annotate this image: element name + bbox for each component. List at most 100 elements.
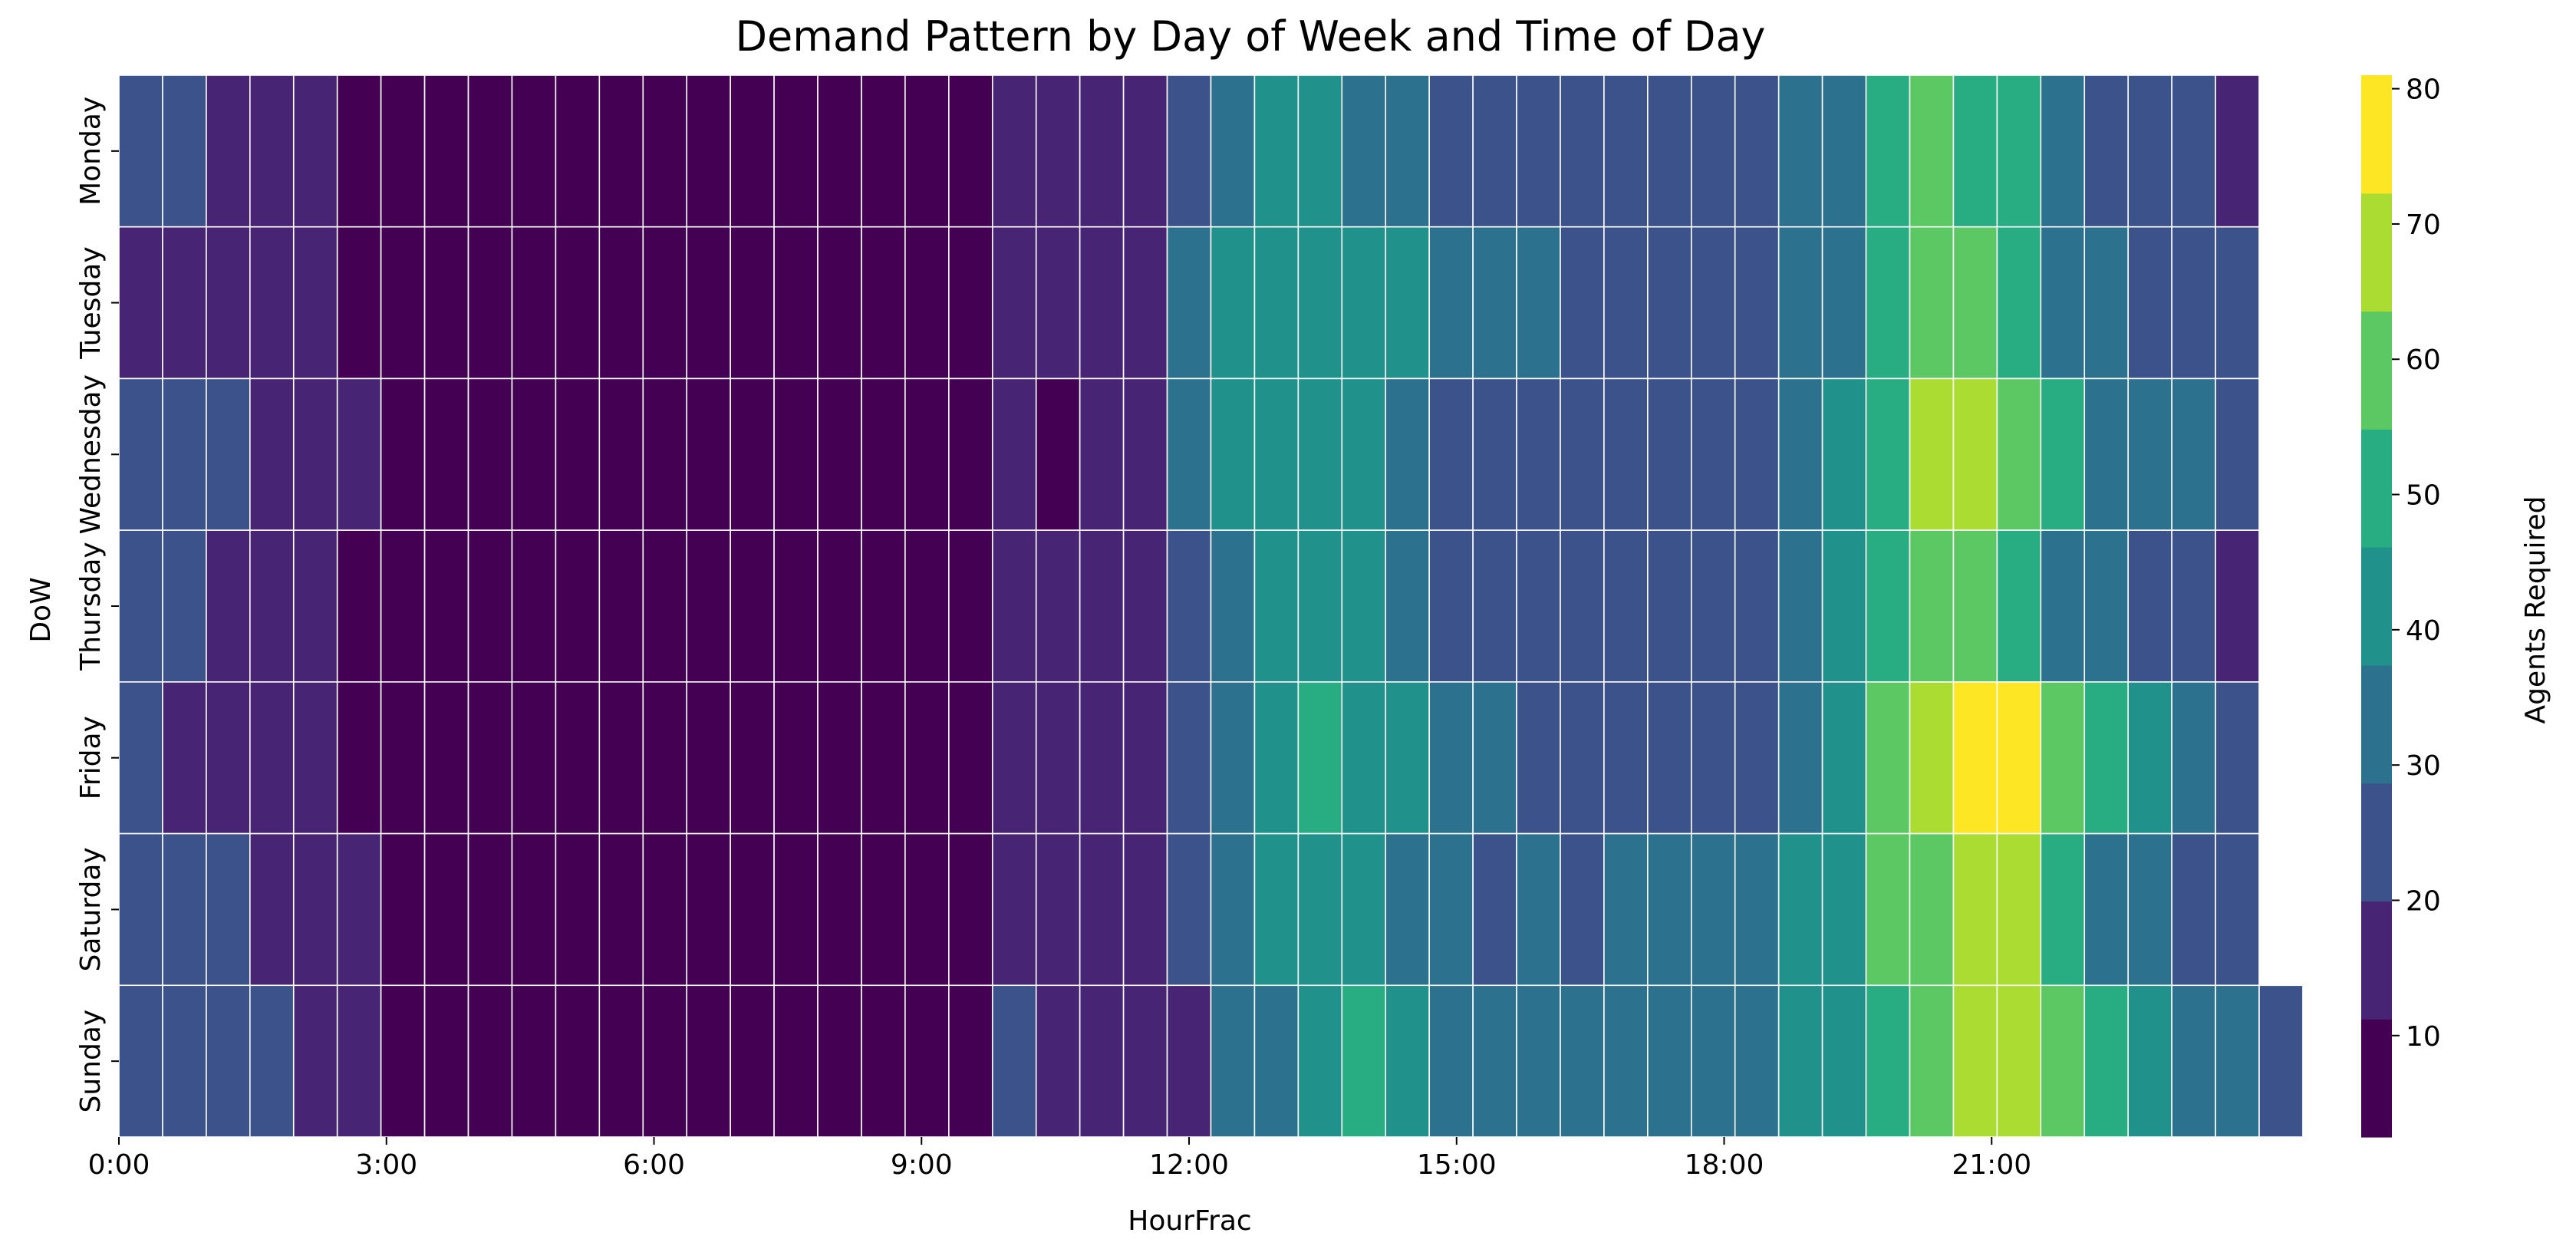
heatmap-cell (861, 74, 906, 228)
colorbar-segment (2361, 311, 2392, 430)
heatmap-cell (1952, 226, 1998, 380)
heatmap-cell (1122, 529, 1168, 683)
heatmap-cell (2215, 377, 2260, 531)
heatmap-cell (642, 74, 688, 228)
heatmap-cell (206, 529, 251, 683)
y-tick-label: Tuesday (75, 246, 107, 359)
y-tick-labels: Monday Tuesday Wednesday Thursday Friday Satu… (75, 97, 119, 1112)
heatmap-cell (1734, 529, 1780, 683)
heatmap-cell (817, 74, 862, 228)
x-tick-label: 12:00 (1149, 1149, 1229, 1181)
heatmap-cell (1472, 377, 1517, 531)
heatmap-cell (948, 832, 993, 987)
heatmap-cell (991, 832, 1037, 987)
x-tick-label: 9:00 (891, 1149, 953, 1181)
heatmap-cell (1516, 984, 1561, 1138)
x-axis-label: HourFrac (1128, 1205, 1251, 1237)
heatmap-cell (206, 984, 251, 1138)
heatmap-cell (555, 377, 601, 531)
heatmap-cell (1865, 74, 1911, 228)
heatmap-cell (162, 377, 207, 531)
heatmap-cell (1166, 832, 1212, 987)
heatmap-cell (686, 226, 731, 380)
heatmap-cell (730, 74, 775, 228)
x-tick-label: 6:00 (623, 1149, 685, 1181)
heatmap-cell (1603, 74, 1649, 228)
heatmap-cell (773, 832, 819, 987)
heatmap-cell (1516, 832, 1561, 987)
heatmap-cell (555, 681, 601, 835)
heatmap-cell (1297, 984, 1343, 1138)
heatmap-cell (555, 74, 601, 228)
heatmap-cell (1166, 681, 1212, 835)
heatmap-cell (642, 832, 688, 987)
heatmap-cell (861, 226, 906, 380)
heatmap-cell (2040, 681, 2086, 835)
heatmap-cell (1909, 529, 1955, 683)
heatmap-cell (1909, 377, 1955, 531)
heatmap-cell (1560, 681, 1605, 835)
heatmap-cell (292, 226, 338, 380)
heatmap-cell (336, 681, 382, 835)
heatmap-cell (1385, 984, 1430, 1138)
heatmap-cell (1865, 832, 1911, 987)
heatmap-cell (1210, 529, 1256, 683)
heatmap-cell (904, 984, 950, 1138)
heatmap-cell (1734, 681, 1780, 835)
heatmap-cell (1253, 681, 1300, 835)
heatmap-cell (1122, 681, 1168, 835)
heatmap-cell (1734, 984, 1780, 1138)
heatmap-cell (991, 681, 1037, 835)
heatmap-cell (1777, 681, 1823, 835)
heatmap-cell (1428, 681, 1474, 835)
heatmap-cell (1385, 832, 1430, 987)
colorbar-segment (2361, 547, 2392, 666)
heatmap-cell (1079, 984, 1125, 1138)
heatmap-cell (1516, 377, 1561, 531)
heatmap-cell (642, 529, 688, 683)
heatmap-cell (249, 377, 295, 531)
heatmap-cell (861, 984, 906, 1138)
heatmap-cell (948, 377, 993, 531)
heatmap-cell (598, 529, 644, 683)
heatmap-cell (2215, 74, 2260, 228)
heatmap-cell (1647, 74, 1692, 228)
heatmap-cell (817, 226, 862, 380)
heatmap-cell (2215, 681, 2260, 835)
heatmap-cell (511, 226, 557, 380)
colorbar-segment (2361, 901, 2392, 1020)
heatmap-cell (292, 984, 338, 1138)
heatmap-cell (380, 74, 426, 228)
heatmap-cell (2084, 377, 2129, 531)
heatmap-cell (2215, 529, 2260, 683)
heatmap-cell (686, 529, 731, 683)
heatmap-cell (2171, 984, 2216, 1138)
heatmap-cell (1253, 529, 1300, 683)
heatmap-cell (1821, 681, 1867, 835)
heatmap-cell (1996, 984, 2042, 1138)
heatmap-cell (1777, 377, 1823, 531)
heatmap-cell (249, 74, 295, 228)
heatmap-cell (1952, 529, 1998, 683)
heatmap-cell (1777, 226, 1823, 380)
heatmap-cell (467, 377, 513, 531)
x-tick-label: 15:00 (1417, 1149, 1497, 1181)
heatmap-cell (1035, 984, 1081, 1138)
heatmap-cell (249, 226, 295, 380)
heatmap-cell (598, 226, 644, 380)
heatmap-cell (467, 832, 513, 987)
heatmap-cell (730, 832, 775, 987)
heatmap-cell (206, 681, 251, 835)
heatmap-cell (1516, 226, 1561, 380)
heatmap-cell (1996, 681, 2042, 835)
heatmap-cell (1122, 226, 1168, 380)
heatmap-cell (1122, 832, 1168, 987)
heatmap-cell (1122, 984, 1168, 1138)
colorbar-segment (2361, 1019, 2392, 1138)
heatmap-cell (423, 529, 469, 683)
heatmap-cell (1297, 377, 1343, 531)
heatmap-cell (162, 832, 207, 987)
heatmap-cell (1821, 984, 1867, 1138)
heatmap-cell (904, 74, 950, 228)
